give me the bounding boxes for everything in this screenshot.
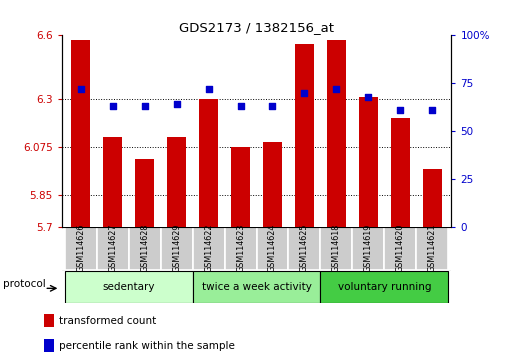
Bar [225,227,256,270]
Text: voluntary running: voluntary running [338,282,431,292]
Bar [256,227,288,270]
Text: GSM114621: GSM114621 [428,224,437,272]
Point [236,103,245,109]
Text: twice a week activity: twice a week activity [202,282,311,292]
Point [300,90,308,96]
Point [172,101,181,107]
Bar [65,271,192,303]
Bar [192,227,225,270]
Bar [352,227,384,270]
Title: GDS2173 / 1382156_at: GDS2173 / 1382156_at [179,21,334,34]
Text: GSM114627: GSM114627 [108,223,117,272]
Text: GSM114626: GSM114626 [76,224,85,272]
Bar [416,227,448,270]
Bar [231,147,250,227]
Bar [199,99,218,227]
Bar [167,137,186,227]
Bar [288,227,321,270]
Bar [44,314,54,327]
Bar [71,40,90,227]
Point [76,86,85,92]
Bar [103,137,122,227]
Text: GSM114618: GSM114618 [332,224,341,272]
Point [268,103,277,109]
Text: GSM114628: GSM114628 [140,224,149,272]
Text: GSM114620: GSM114620 [396,224,405,272]
Bar [327,40,346,227]
Text: GSM114619: GSM114619 [364,224,373,272]
Bar [65,227,97,270]
Point [332,86,341,92]
Bar [321,227,352,270]
Bar [192,271,321,303]
Bar [135,159,154,227]
Bar [263,142,282,227]
Text: GSM114629: GSM114629 [172,223,181,272]
Point [364,94,372,99]
Bar [44,339,54,352]
Text: percentile rank within the sample: percentile rank within the sample [59,341,235,351]
Bar [359,97,378,227]
Text: GSM114624: GSM114624 [268,224,277,272]
Point [109,103,117,109]
Text: GSM114623: GSM114623 [236,224,245,272]
Bar [97,227,129,270]
Bar [129,227,161,270]
Point [396,107,404,113]
Bar [321,271,448,303]
Text: sedentary: sedentary [103,282,155,292]
Text: transformed count: transformed count [59,316,156,326]
Bar [295,44,314,227]
Text: GSM114622: GSM114622 [204,223,213,272]
Point [141,103,149,109]
Bar [391,118,410,227]
Text: protocol: protocol [3,279,46,289]
Text: GSM114625: GSM114625 [300,223,309,272]
Bar [423,169,442,227]
Point [428,107,437,113]
Bar [161,227,192,270]
Point [205,86,213,92]
Bar [384,227,416,270]
